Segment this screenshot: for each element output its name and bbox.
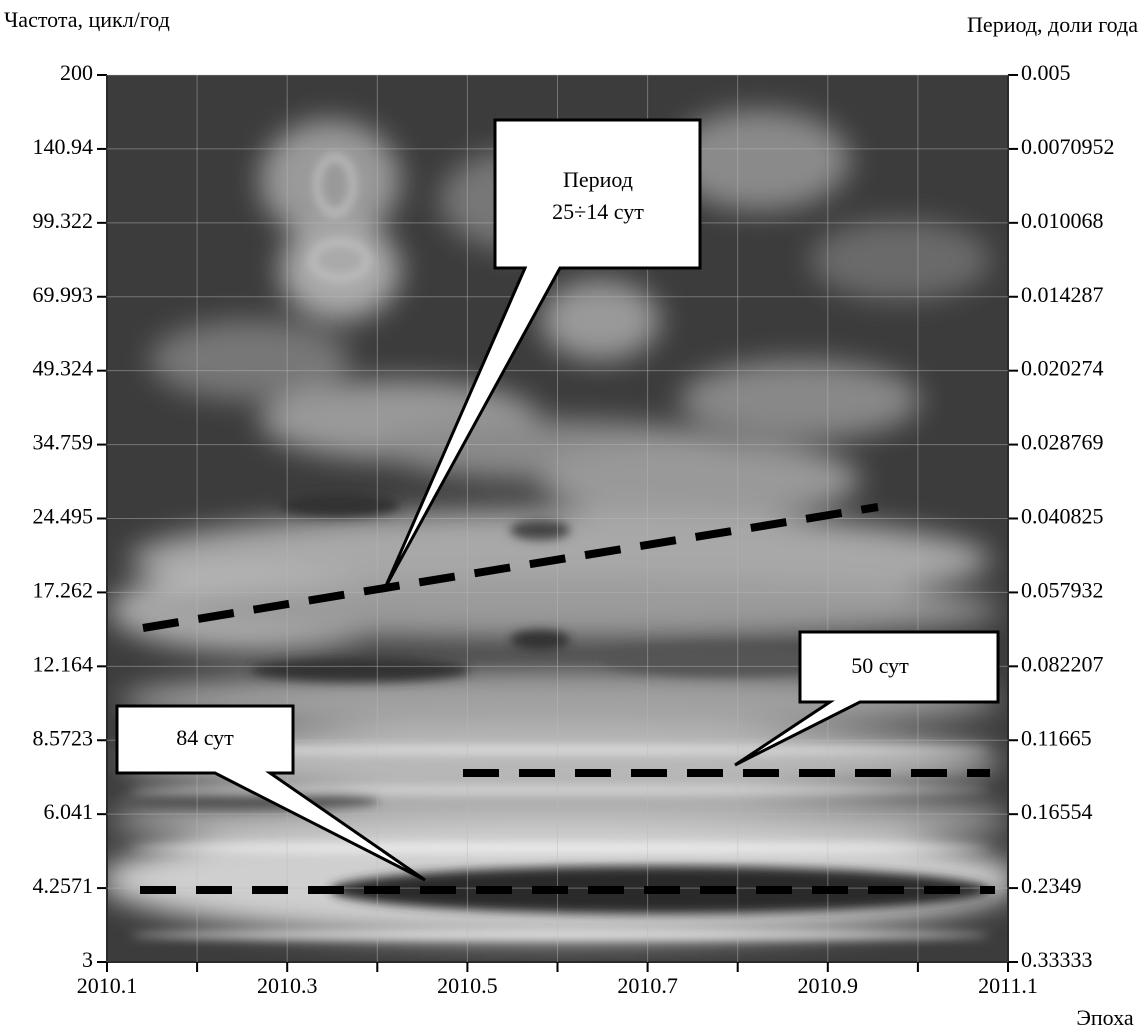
x-axis-label: Эпоха bbox=[1076, 1005, 1133, 1030]
y-tick-label: 4.2571 bbox=[33, 873, 94, 898]
y2-tick-label: 0.020274 bbox=[1021, 356, 1104, 381]
y-tick-label: 200 bbox=[60, 60, 93, 85]
y-tick-label: 34.759 bbox=[33, 430, 94, 455]
y2-tick-label: 0.028769 bbox=[1021, 430, 1104, 455]
y-tick-label: 17.262 bbox=[33, 577, 94, 602]
x-tick-label: 2010.5 bbox=[437, 973, 498, 998]
y2-tick-label: 0.057932 bbox=[1021, 577, 1104, 602]
y-tick-label: 12.164 bbox=[33, 651, 94, 676]
y2-tick-label: 0.005 bbox=[1021, 60, 1071, 85]
y-tick-label: 99.322 bbox=[33, 208, 94, 233]
y2-tick-label: 0.010068 bbox=[1021, 208, 1104, 233]
callout bbox=[734, 630, 1000, 767]
y2-axis-label: Период, доли года bbox=[967, 12, 1138, 37]
y-tick-label: 8.5723 bbox=[33, 725, 94, 750]
y2-tick-label: 0.33333 bbox=[1021, 947, 1093, 972]
y-tick-label: 49.324 bbox=[33, 356, 94, 381]
y2-tick-label: 0.16554 bbox=[1021, 799, 1093, 824]
x-tick-label: 2011.1 bbox=[978, 973, 1038, 998]
x-tick-label: 2010.3 bbox=[257, 973, 318, 998]
y2-tick-label: 0.082207 bbox=[1021, 651, 1104, 676]
annotation-layer: Период 25÷14 сут 50 сут 84 сут bbox=[115, 118, 1000, 894]
y2-tick-label: 0.0070952 bbox=[1021, 134, 1115, 159]
annotation: Период bbox=[563, 167, 633, 192]
y2-tick-label: 0.2349 bbox=[1021, 873, 1082, 898]
x-tick-label: 2010.9 bbox=[798, 973, 859, 998]
callout bbox=[383, 118, 702, 589]
y-tick-label: 69.993 bbox=[33, 282, 94, 307]
y2-tick-label: 0.11665 bbox=[1021, 725, 1092, 750]
annotation: 50 сут bbox=[851, 653, 909, 678]
y-tick-label: 24.495 bbox=[33, 504, 94, 529]
x-tick-label: 2010.1 bbox=[77, 973, 138, 998]
y2-tick-label: 0.014287 bbox=[1021, 282, 1104, 307]
x-tick-label: 2010.7 bbox=[617, 973, 678, 998]
y-axis-label: Частота, цикл/год bbox=[4, 7, 170, 32]
y-tick-label: 3 bbox=[82, 947, 93, 972]
annotation: 84 сут bbox=[176, 725, 234, 750]
y2-tick-label: 0.040825 bbox=[1021, 504, 1104, 529]
annotation: 25÷14 сут bbox=[552, 199, 644, 224]
y-tick-label: 140.94 bbox=[33, 134, 94, 159]
callout bbox=[115, 704, 426, 882]
y-tick-label: 6.041 bbox=[44, 799, 94, 824]
